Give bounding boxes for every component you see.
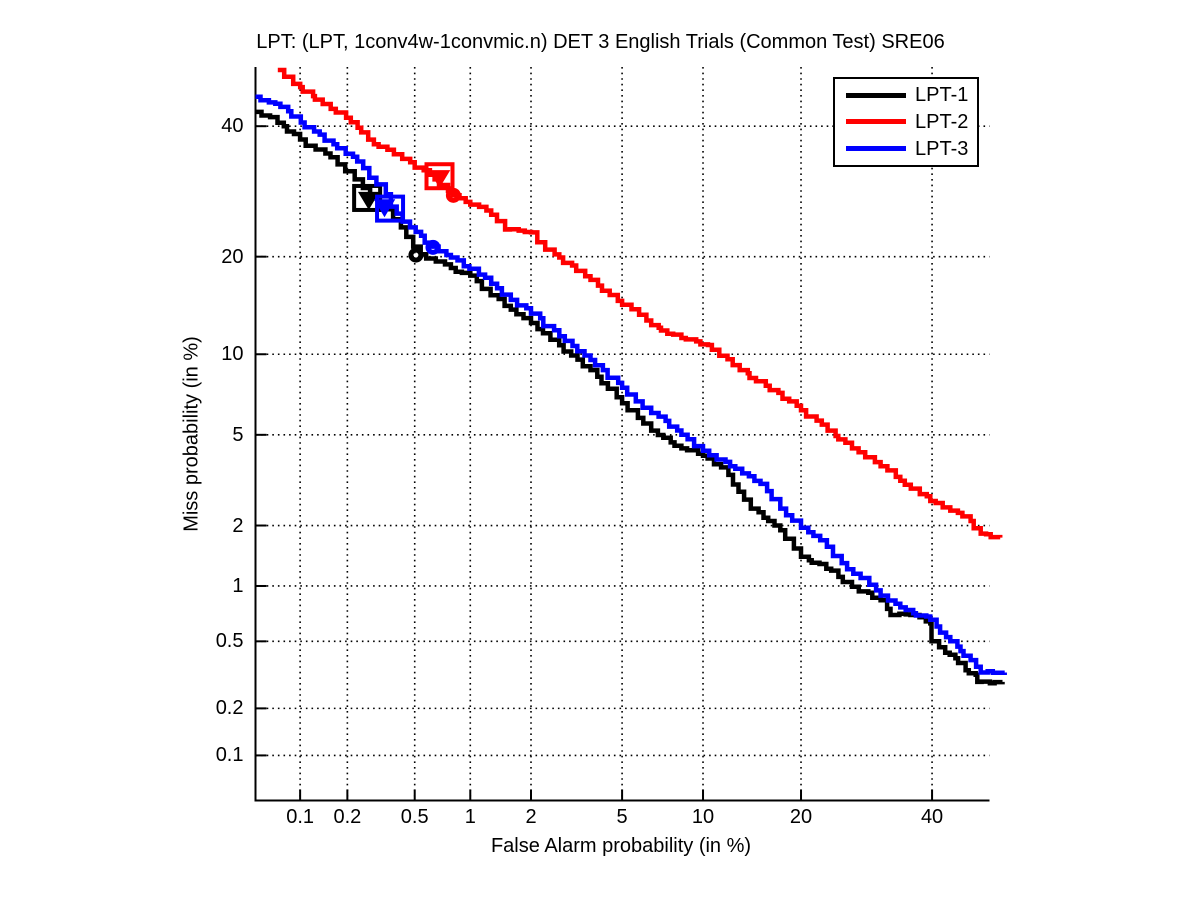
y-tick-label-40: 40 [221, 115, 244, 138]
x-tick-label-1: 1 [464, 806, 476, 828]
legend-line-swatch-LPT-3 [846, 146, 906, 152]
marker-square-LPT-2 [424, 162, 455, 191]
legend-line-swatch-LPT-1 [846, 92, 906, 98]
legend-label-LPT-1: LPT-1 [915, 84, 969, 107]
x-tick-label-40: 40 [920, 806, 944, 828]
legend-box: LPT-1 LPT-2 LPT-3 [833, 77, 979, 167]
legend-label-LPT-3: LPT-3 [915, 137, 969, 160]
x-tick-label-5: 5 [616, 806, 628, 828]
y-tick-label-5: 5 [232, 423, 244, 446]
y-tick-label-0.2: 0.2 [215, 697, 244, 720]
x-tick-label-0.1: 0.1 [286, 806, 315, 828]
marker-triangle-LPT-1 [357, 191, 380, 210]
marker-circle-LPT-2 [445, 187, 461, 203]
marker-circle-LPT-3 [425, 239, 441, 255]
legend-line-swatch-LPT-2 [846, 119, 906, 125]
curve-LPT-2 [277, 67, 1003, 540]
y-tick-label-1: 1 [232, 574, 244, 597]
y-tick-label-0.1: 0.1 [215, 744, 244, 767]
x-tick-label-20: 20 [789, 806, 813, 828]
y-tick-label-0.5: 0.5 [215, 630, 244, 653]
y-tick-label-2: 2 [232, 514, 244, 537]
x-axis-label: False Alarm probability (in %) [490, 835, 752, 857]
y-tick-label-20: 20 [221, 245, 244, 268]
x-tick-label-0.5: 0.5 [400, 806, 429, 828]
legend-item-LPT-2: LPT-2 [835, 112, 977, 132]
legend-label-LPT-2: LPT-2 [915, 110, 969, 133]
x-tick-label-2: 2 [525, 806, 537, 828]
legend-item-LPT-1: LPT-1 [835, 85, 977, 105]
x-tick-label-0.2: 0.2 [333, 806, 362, 828]
marker-square-LPT-3 [375, 194, 406, 223]
marker-triangle-LPT-2 [428, 170, 451, 189]
legend-item-LPT-3: LPT-3 [835, 139, 977, 159]
curve-LPT-3 [255, 94, 1007, 676]
y-tick-label-10: 10 [221, 343, 244, 366]
marker-circle-LPT-1 [408, 247, 424, 263]
plot-title: LPT: (LPT, 1conv4w-1convmic.n) DET 3 Eng… [256, 31, 945, 53]
x-tick-label-10: 10 [691, 806, 715, 828]
marker-triangle-LPT-3 [373, 199, 396, 218]
